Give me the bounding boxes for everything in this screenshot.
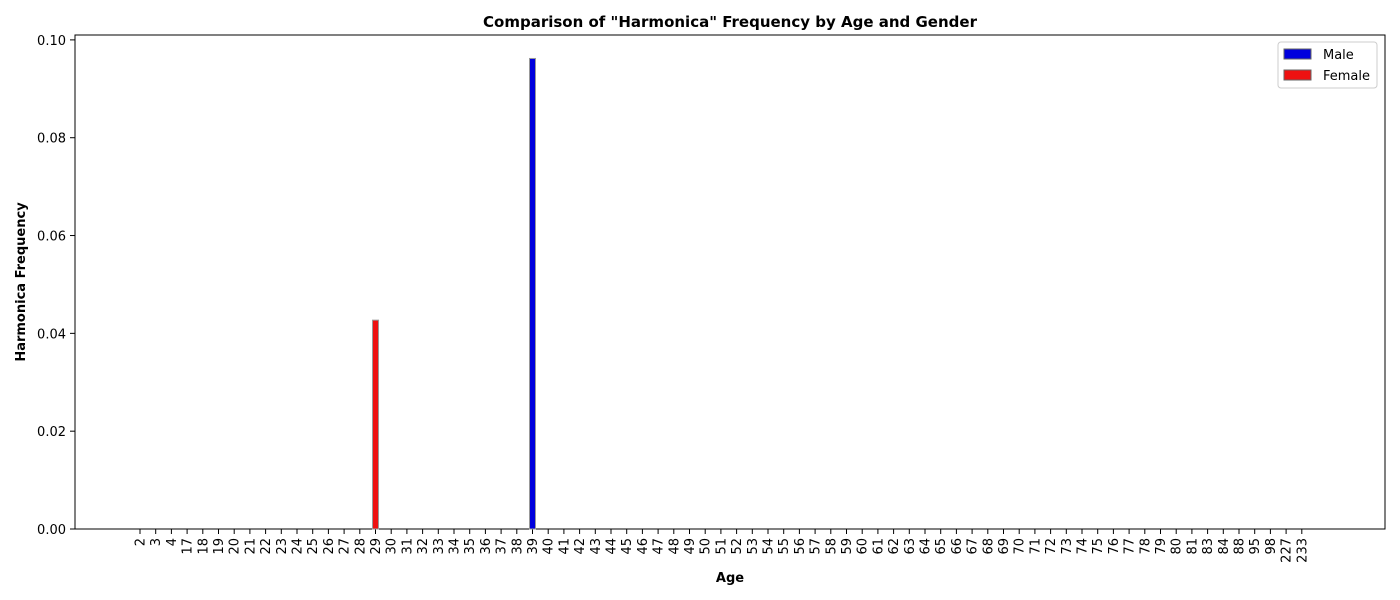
legend-label-male: Male [1323,48,1354,63]
y-tick-label: 0.08 [37,132,66,147]
x-tick-label: 65 [934,538,949,555]
x-tick-label: 49 [683,538,698,555]
x-tick-label: 3 [149,538,164,546]
x-tick-label: 81 [1185,538,1200,555]
y-tick-label: 0.06 [37,230,66,245]
y-axis: 0.00 0.02 0.04 0.06 0.08 0.10 [37,34,75,538]
legend-swatch-male [1283,48,1312,60]
x-tick-label: 48 [667,538,682,555]
x-tick-label: 54 [762,538,777,555]
x-tick-label: 42 [573,538,588,555]
x-tick-label: 63 [903,538,918,555]
x-tick-label: 43 [589,538,604,555]
x-tick-label: 52 [730,538,745,555]
x-tick-label: 22 [259,538,274,555]
x-tick-label: 39 [526,538,541,555]
y-axis-title: Harmonica Frequency [14,202,29,362]
x-tick-label: 69 [997,538,1012,555]
x-tick-label: 2 [134,538,149,546]
x-axis-title: Age [716,571,744,586]
x-tick-label: 55 [777,538,792,555]
x-tick-label: 71 [1028,538,1043,555]
legend: Male Female [1277,41,1378,89]
legend-swatch-female [1283,69,1312,81]
x-tick-label: 76 [1107,538,1122,555]
x-tick-label: 29 [369,538,384,555]
x-tick-label: 32 [416,538,431,555]
x-tick-label: 36 [479,538,494,555]
x-tick-label: 35 [463,538,478,555]
y-tick-label: 0.04 [37,327,66,342]
x-tick-label: 27 [338,538,353,555]
x-tick-label: 58 [824,538,839,555]
x-tick-label: 61 [871,538,886,555]
bar-female-29 [372,319,379,530]
x-tick-label: 95 [1248,538,1263,555]
x-tick-label: 26 [322,538,337,555]
x-tick-label: 79 [1154,538,1169,555]
bars [372,57,536,530]
x-tick-label: 38 [510,538,525,555]
x-tick-label: 30 [385,538,400,555]
x-tick-label: 18 [196,538,211,555]
x-tick-label: 47 [652,538,667,555]
x-tick-label: 4 [165,538,180,546]
x-tick-label: 233 [1295,538,1310,563]
x-tick-label: 46 [636,538,651,555]
x-tick-label: 72 [1044,538,1059,555]
x-tick-label: 74 [1076,538,1091,555]
x-tick-label: 75 [1091,538,1106,555]
x-tick-label: 53 [746,538,761,555]
x-tick-label: 24 [291,538,306,555]
x-tick-label: 19 [212,538,227,555]
x-tick-label: 37 [495,538,510,555]
y-tick-label: 0.00 [37,523,66,538]
x-tick-label: 44 [605,538,620,555]
x-tick-label: 40 [542,538,557,555]
x-tick-label: 227 [1280,538,1295,563]
x-tick-label: 98 [1264,538,1279,555]
x-tick-label: 57 [809,538,824,555]
x-tick-label: 68 [981,538,996,555]
x-tick-label: 80 [1170,538,1185,555]
x-tick-label: 33 [432,538,447,555]
chart-title: Comparison of "Harmonica" Frequency by A… [483,13,978,31]
x-tick-label: 25 [306,538,321,555]
plot-area [74,34,1386,530]
x-tick-label: 84 [1217,538,1232,555]
x-tick-label: 41 [557,538,572,555]
x-tick-label: 20 [228,538,243,555]
x-tick-label: 21 [243,538,258,555]
x-tick-label: 34 [448,538,463,555]
x-tick-label: 56 [793,538,808,555]
x-tick-label: 17 [181,538,196,555]
x-tick-label: 31 [400,538,415,555]
x-tick-label: 88 [1233,538,1248,555]
y-tick-label: 0.10 [37,34,66,49]
x-axis: 2 3 4 17 18 19 20 21 22 23 24 25 26 27 28 29 30 31 32 33 34 3… [134,529,1310,563]
x-tick-label: 45 [620,538,635,555]
x-tick-label: 62 [887,538,902,555]
x-tick-label: 59 [840,538,855,555]
bar-male-39 [529,57,536,530]
y-tick-label: 0.02 [37,425,66,440]
x-tick-label: 66 [950,538,965,555]
x-tick-label: 23 [275,538,290,555]
x-tick-label: 70 [1013,538,1028,555]
x-tick-label: 67 [966,538,981,555]
x-tick-label: 73 [1060,538,1075,555]
x-tick-label: 83 [1201,538,1216,555]
x-tick-label: 51 [714,538,729,555]
x-tick-label: 28 [353,538,368,555]
x-tick-label: 78 [1138,538,1153,555]
x-tick-label: 60 [856,538,871,555]
x-tick-label: 64 [919,538,934,555]
x-tick-label: 50 [699,538,714,555]
legend-label-female: Female [1323,69,1370,84]
x-tick-label: 77 [1123,538,1138,555]
